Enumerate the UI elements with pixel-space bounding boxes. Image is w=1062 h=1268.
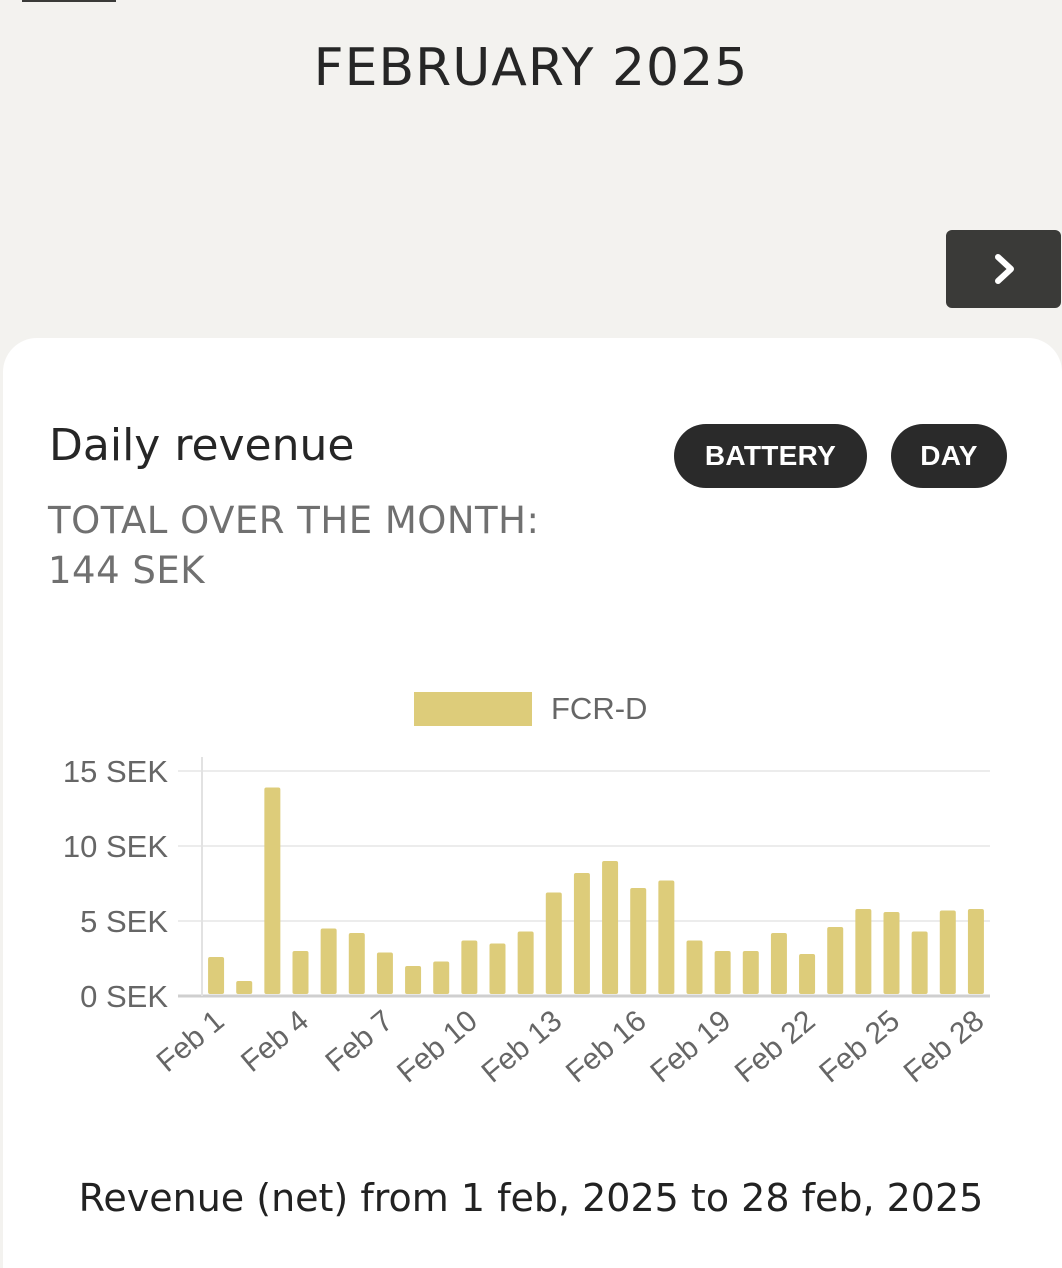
bar-feb-16[interactable] <box>630 888 647 994</box>
y-tick-label: 15 SEK <box>63 754 168 789</box>
next-month-button[interactable] <box>946 230 1061 308</box>
bar-feb-17[interactable] <box>658 880 675 995</box>
y-tick-label: 5 SEK <box>80 904 168 939</box>
bar-feb-22[interactable] <box>799 954 816 994</box>
bar-feb-1[interactable] <box>208 957 225 994</box>
bar-feb-14[interactable] <box>573 873 590 994</box>
bar-feb-13[interactable] <box>545 892 562 995</box>
top-edge-handle <box>22 0 116 2</box>
bar-feb-15[interactable] <box>602 861 619 994</box>
legend: FCR-D <box>414 691 647 726</box>
bar-feb-28[interactable] <box>967 909 984 994</box>
bar-feb-20[interactable] <box>742 951 759 994</box>
bar-feb-12[interactable] <box>517 931 534 995</box>
bar-feb-6[interactable] <box>348 933 365 994</box>
x-tick-label: Feb 25 <box>813 1004 906 1089</box>
x-tick-label: Feb 28 <box>898 1004 991 1089</box>
x-tick-label: Feb 4 <box>235 1004 315 1079</box>
bar-feb-5[interactable] <box>320 928 337 995</box>
x-tick-label: Feb 16 <box>560 1004 653 1089</box>
month-total-label: TOTAL OVER THE MONTH: <box>48 499 540 542</box>
x-tick-label: Feb 1 <box>151 1004 231 1079</box>
bar-feb-23[interactable] <box>827 927 844 994</box>
x-tick-label: Feb 22 <box>729 1004 822 1089</box>
x-tick-label: Feb 19 <box>644 1004 737 1089</box>
bar-feb-3[interactable] <box>264 787 281 995</box>
bars <box>208 787 984 995</box>
chevron-right-icon <box>994 254 1014 284</box>
bar-feb-21[interactable] <box>770 933 787 994</box>
x-tick-label: Feb 13 <box>476 1004 569 1089</box>
bar-feb-10[interactable] <box>461 940 478 995</box>
bar-feb-26[interactable] <box>911 931 928 995</box>
bar-feb-9[interactable] <box>433 961 450 995</box>
bar-feb-27[interactable] <box>939 910 956 995</box>
bar-feb-7[interactable] <box>376 952 393 995</box>
revenue-range-caption: Revenue (net) from 1 feb, 2025 to 28 feb… <box>78 1176 984 1220</box>
bar-feb-4[interactable] <box>292 951 309 994</box>
bar-feb-8[interactable] <box>405 966 422 994</box>
bar-feb-25[interactable] <box>883 912 900 994</box>
battery-button[interactable]: BATTERY <box>674 424 867 488</box>
x-tick-label: Feb 10 <box>391 1004 484 1089</box>
bar-feb-19[interactable] <box>714 951 731 994</box>
bar-feb-24[interactable] <box>855 909 872 994</box>
bar-feb-18[interactable] <box>686 940 703 995</box>
month-title: FEBRUARY 2025 <box>313 38 749 98</box>
daily-revenue-card: Daily revenue TOTAL OVER THE MONTH: 144 … <box>3 338 1062 1268</box>
bar-feb-11[interactable] <box>489 943 506 995</box>
y-tick-label: 0 SEK <box>80 979 168 1014</box>
card-title: Daily revenue <box>49 420 355 471</box>
legend-swatch <box>414 692 532 726</box>
month-total: TOTAL OVER THE MONTH: 144 SEK <box>48 496 539 596</box>
month-total-value: 144 SEK <box>48 549 206 592</box>
day-button[interactable]: DAY <box>891 424 1007 488</box>
y-tick-label: 10 SEK <box>63 829 168 864</box>
x-tick-label: Feb 7 <box>319 1004 399 1079</box>
bar-feb-2[interactable] <box>236 981 253 994</box>
legend-label: FCR-D <box>551 691 647 726</box>
